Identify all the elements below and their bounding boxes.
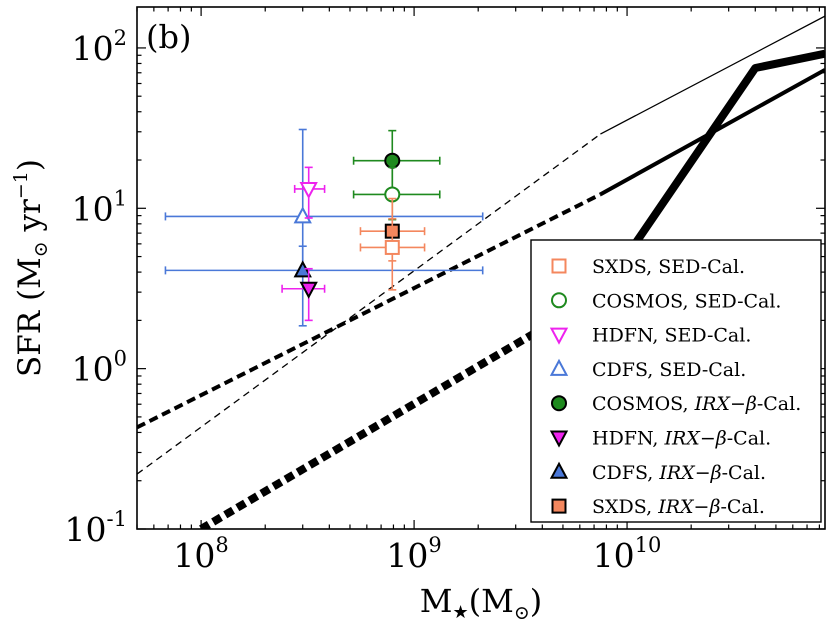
legend-entry: COSMOS, SED-Cal. [551, 290, 781, 312]
legend-label: CDFS, IRX−β-Cal. [592, 462, 766, 484]
y-label-mid: yr [12, 199, 48, 241]
legend-label: COSMOS, SED-Cal. [592, 290, 781, 312]
medium-dashed-relation [137, 192, 602, 430]
legend-marker [549, 327, 569, 345]
legend-entry: CDFS, IRX−β-Cal. [549, 461, 766, 484]
legend-label: HDFN, SED-Cal. [592, 325, 751, 347]
legend: SXDS, SED-Cal. COSMOS, SED-Cal. HDFN, SED-… [530, 239, 822, 523]
legend-marker [551, 395, 567, 412]
x-label-close: ) [530, 582, 542, 620]
legend-entry: SXDS, IRX−β-Cal. [551, 496, 765, 518]
legend-label: SXDS, SED-Cal. [592, 256, 745, 278]
data-points [164, 128, 484, 327]
panel-label: (b) [146, 18, 191, 56]
x-tick-label: 109 [386, 533, 441, 575]
y-label-exp: −1 [10, 171, 32, 199]
legend-entry: HDFN, IRX−β-Cal. [549, 428, 771, 450]
legend-label: COSMOS, IRX−β-Cal. [592, 393, 801, 415]
legend-marker [549, 430, 569, 448]
heavy-solid-relation [597, 49, 825, 297]
legend-box [530, 239, 822, 523]
marker-cdfs-sed-cal [293, 206, 312, 224]
x-label-sun: ⊙ [514, 602, 530, 623]
point-hdfn-irx-cal [281, 267, 326, 322]
y-label-sun: ⊙ [30, 241, 52, 257]
x-tick-label: 1010 [593, 533, 662, 575]
marker-hdfn-irx-cal [299, 281, 318, 299]
legend-marker [551, 292, 567, 309]
legend-entry: COSMOS, IRX−β-Cal. [551, 393, 801, 415]
legend-marker [551, 258, 567, 274]
legend-label: HDFN, IRX−β-Cal. [592, 428, 771, 450]
y-label-main: SFR (M [12, 257, 48, 377]
legend-label: SXDS, IRX−β-Cal. [592, 496, 765, 518]
x-label-unit: (M [469, 582, 514, 620]
marker-hdfn-sed-cal [299, 181, 318, 200]
x-axis-label: M★(M⊙) [420, 582, 543, 623]
y-tick-label: 100 [72, 347, 127, 389]
axis-ticks: 108 109 1010 10-1 100 101 102 [65, 7, 825, 575]
thin-solid-relation [600, 15, 825, 135]
medium-solid-relation [599, 68, 825, 197]
marker-cosmos-irx-cal [384, 152, 401, 169]
y-tick-label: 101 [72, 186, 127, 228]
legend-label: CDFS, SED-Cal. [592, 359, 746, 381]
legend-marker [551, 498, 567, 514]
legend-entry: CDFS, SED-Cal. [549, 358, 746, 381]
legend-marker [549, 461, 569, 479]
marker-sxds-sed-cal [384, 239, 400, 255]
legend-entry: SXDS, SED-Cal. [551, 256, 745, 278]
legend-entry: HDFN, SED-Cal. [549, 325, 751, 347]
point-sxds-sed-cal [359, 217, 426, 291]
x-label-main: M [420, 582, 453, 620]
legend-marker [549, 358, 569, 376]
y-axis-label: SFR (M⊙ yr−1) [10, 159, 52, 377]
y-tick-label: 102 [72, 26, 127, 68]
y-tick-label: 10-1 [65, 507, 127, 549]
x-label-star: ★ [452, 602, 468, 623]
y-label-close: ) [12, 159, 48, 171]
plot-frame [136, 6, 826, 530]
x-tick-label: 108 [173, 533, 228, 575]
point-hdfn-sed-cal [293, 166, 326, 219]
